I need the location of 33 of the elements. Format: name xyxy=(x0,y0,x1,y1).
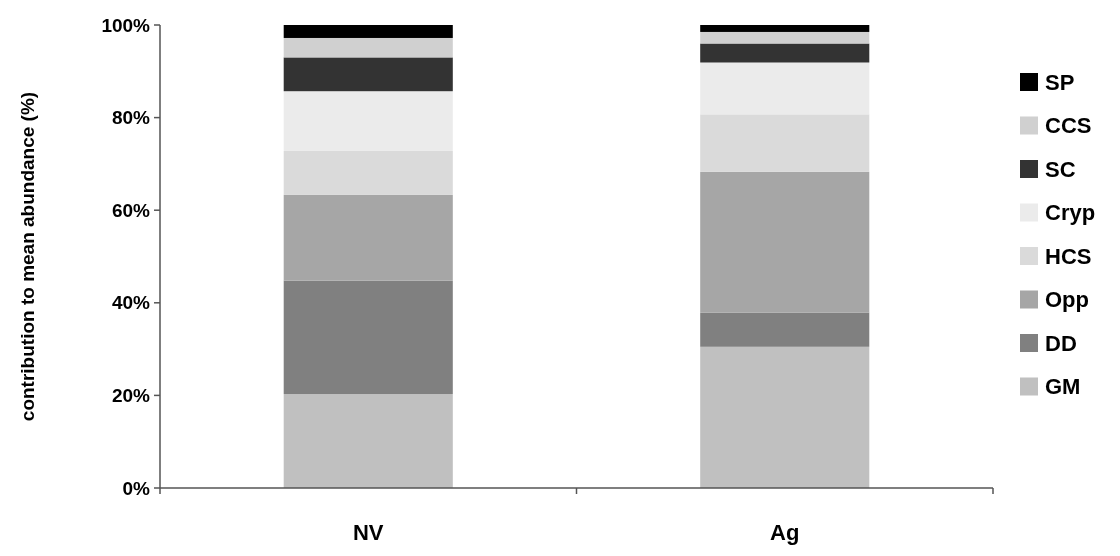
y-tick-label: 0% xyxy=(122,477,151,499)
bar xyxy=(700,312,870,347)
bar xyxy=(283,91,453,151)
x-tick-label: Ag xyxy=(770,520,800,545)
legend-label: CCS xyxy=(1045,113,1092,139)
bar xyxy=(700,43,870,63)
y-tick-label: 80% xyxy=(111,107,151,129)
bar xyxy=(283,194,453,281)
bar xyxy=(283,394,453,488)
legend-label: GM xyxy=(1045,374,1081,400)
bar xyxy=(700,25,870,32)
y-axis-title: contribution to mean abundance (%) xyxy=(17,91,38,422)
bar xyxy=(700,346,870,488)
bar xyxy=(283,37,453,58)
legend-label: Opp xyxy=(1045,287,1089,313)
y-tick-label: 20% xyxy=(111,385,151,407)
x-tick-label: NV xyxy=(352,520,384,545)
y-tick-label: 100% xyxy=(101,14,151,36)
legend-label: SC xyxy=(1045,156,1076,182)
bar xyxy=(283,280,453,395)
legend-label: SP xyxy=(1045,69,1075,95)
legend-label: DD xyxy=(1045,330,1077,356)
y-tick-label: 60% xyxy=(111,199,151,221)
bar xyxy=(283,150,453,195)
bar xyxy=(283,57,453,92)
bar xyxy=(700,62,870,115)
y-tick-label: 40% xyxy=(111,292,151,314)
legend-label: Cryp xyxy=(1045,200,1096,226)
bar xyxy=(283,25,453,38)
bar xyxy=(700,31,870,44)
bar xyxy=(700,114,870,172)
bar xyxy=(700,171,870,313)
legend-label: HCS xyxy=(1045,243,1092,269)
